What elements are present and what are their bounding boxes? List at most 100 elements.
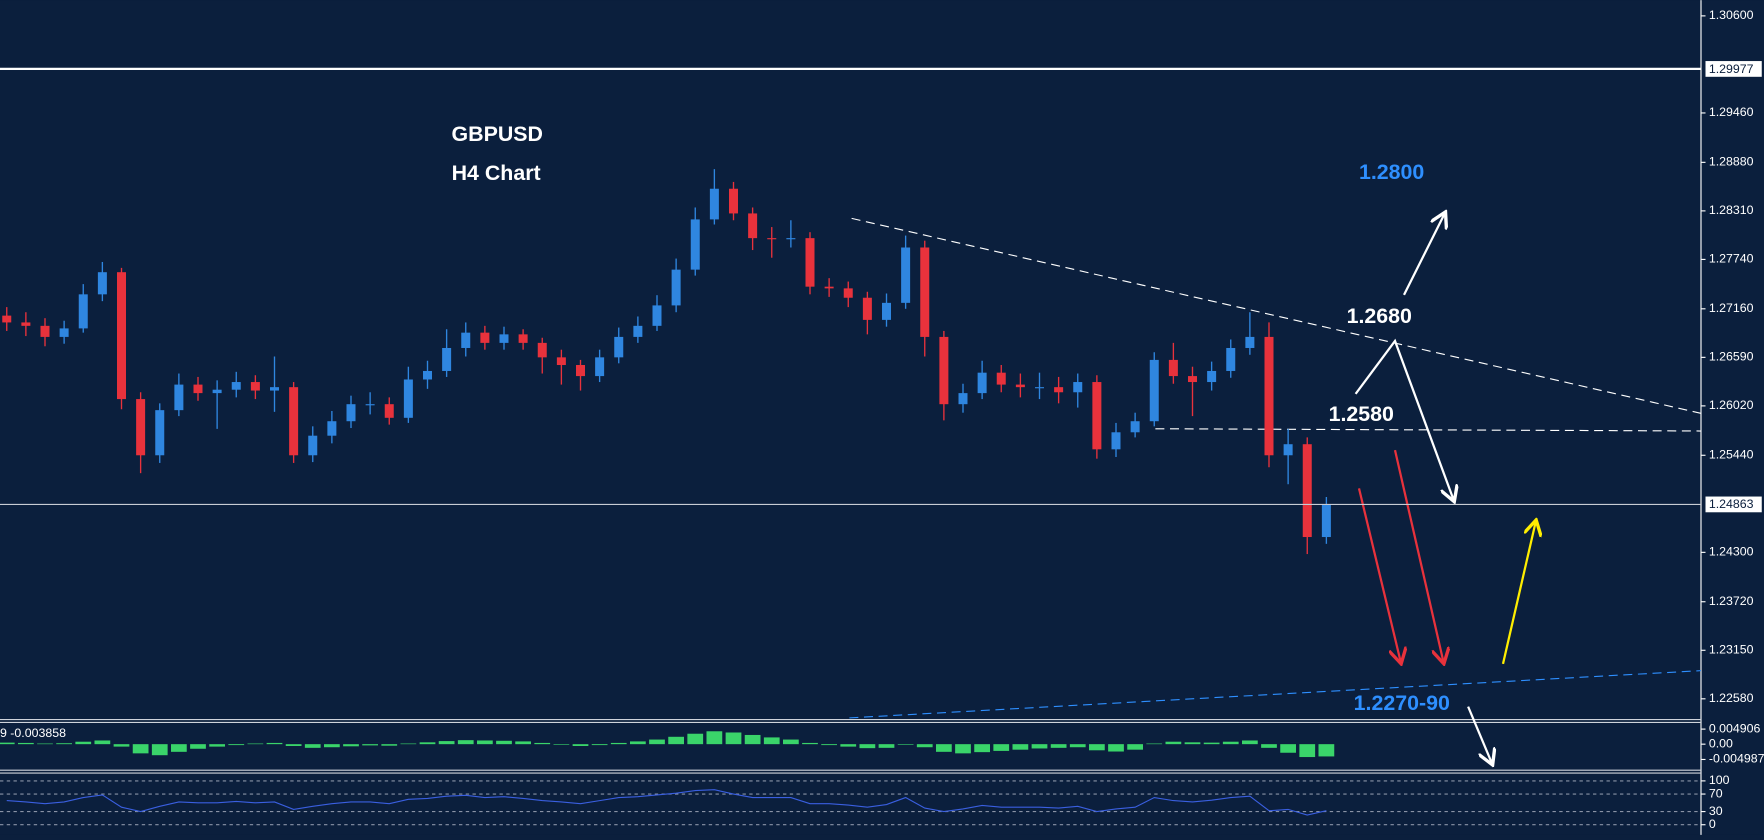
- candle-body: [1168, 359, 1178, 377]
- candle-body: [1188, 376, 1197, 383]
- y-tick-label: 0.00: [1709, 736, 1733, 750]
- candle-body: [576, 365, 585, 377]
- histogram-bar: [75, 741, 92, 745]
- candle-body: [709, 188, 719, 220]
- candle-body: [805, 238, 815, 287]
- histogram-bar: [515, 741, 531, 745]
- histogram-bar: [1069, 744, 1086, 748]
- support-line: [1155, 428, 1702, 432]
- histogram-bar: [1184, 742, 1201, 745]
- candle-body: [939, 336, 949, 405]
- histogram-bar: [362, 744, 378, 746]
- histogram-bar: [610, 742, 627, 745]
- candle-body: [155, 410, 165, 456]
- histogram-bar: [802, 742, 818, 745]
- histogram-bar: [1050, 744, 1067, 748]
- histogram-bar: [763, 737, 780, 745]
- histogram-bar: [37, 743, 53, 745]
- candle-body: [977, 372, 987, 394]
- histogram-bar: [668, 736, 684, 745]
- y-tick-label: 1.23150: [1709, 643, 1754, 657]
- candle-body: [327, 421, 337, 436]
- candle-body: [40, 325, 50, 337]
- histogram-bar: [687, 733, 704, 745]
- histogram-bar: [477, 740, 493, 745]
- histogram-bar: [132, 744, 149, 754]
- arrow: [1467, 706, 1492, 763]
- histogram-bar: [18, 742, 34, 745]
- histogram-bar: [304, 744, 321, 748]
- price-label-box: [1705, 496, 1762, 513]
- chart-subtitle: H4 Chart: [452, 161, 541, 185]
- candle-body: [1264, 336, 1274, 456]
- annotation: 1.2800: [1359, 160, 1424, 184]
- candle-body: [767, 238, 777, 240]
- candle-body: [1054, 387, 1064, 393]
- histogram-bar: [151, 744, 168, 756]
- histogram-bar: [936, 744, 952, 752]
- arrow: [1354, 338, 1454, 500]
- histogram-bar: [993, 744, 1010, 751]
- candle-body: [996, 372, 1006, 385]
- candle-body: [1149, 359, 1159, 422]
- candle-body: [289, 387, 299, 456]
- histogram-bar: [591, 744, 608, 746]
- candle-body: [1073, 382, 1083, 393]
- histogram-bar: [821, 744, 837, 746]
- candle-body: [403, 379, 413, 418]
- indicator-label: 9 -0.003858: [0, 726, 66, 740]
- arrow: [1501, 522, 1536, 665]
- y-tick-label: 1.29460: [1709, 105, 1754, 119]
- histogram-bar: [1031, 744, 1048, 749]
- price-label-box: [1705, 61, 1762, 77]
- candle-body: [920, 247, 930, 337]
- candle-body: [117, 272, 126, 400]
- histogram-bar: [1222, 741, 1239, 745]
- candle-body: [901, 247, 911, 303]
- histogram-bar: [285, 744, 302, 746]
- candle-body: [1226, 347, 1236, 371]
- candle-body: [308, 435, 318, 456]
- candle-body: [78, 294, 88, 329]
- histogram-bar: [1127, 744, 1143, 750]
- histogram-bar: [974, 744, 990, 753]
- candle-body: [690, 219, 700, 270]
- candle-body: [270, 387, 279, 391]
- y-tick-label: 1.27740: [1709, 252, 1754, 266]
- histogram-bar: [247, 743, 264, 745]
- candle-body: [1130, 421, 1140, 433]
- histogram-bar: [457, 740, 474, 745]
- y-tick-label: 1.30600: [1709, 8, 1754, 22]
- histogram-bar: [1299, 744, 1316, 758]
- candle-body: [862, 297, 872, 320]
- histogram-bar: [381, 744, 398, 746]
- candle-body: [2, 315, 12, 323]
- annotation: 1.2680: [1347, 304, 1412, 328]
- histogram-bar: [649, 739, 665, 745]
- histogram-bar: [534, 742, 551, 745]
- histogram-bar: [1203, 742, 1220, 745]
- histogram-bar: [878, 744, 895, 748]
- candle-body: [556, 357, 566, 366]
- candle-body: [595, 357, 605, 377]
- candle-body: [174, 384, 184, 411]
- y-tick-label: 100: [1709, 773, 1730, 787]
- trendline: [849, 670, 1702, 719]
- candle-body: [652, 305, 662, 326]
- candle-body: [633, 325, 643, 337]
- histogram-bar: [496, 740, 512, 745]
- histogram-bar: [572, 744, 589, 746]
- candle-body: [518, 334, 528, 343]
- histogram-bar: [916, 744, 933, 748]
- y-tick-label: 0: [1709, 817, 1716, 831]
- histogram-bar: [955, 744, 971, 754]
- candle-body: [365, 404, 375, 406]
- histogram-bar: [706, 731, 723, 745]
- candle-body: [1245, 336, 1255, 348]
- arrow: [1402, 214, 1445, 296]
- candle-body: [1015, 384, 1025, 388]
- histogram-bar: [1242, 740, 1258, 745]
- candle-body: [346, 404, 356, 422]
- y-tick-label: 1.27160: [1709, 301, 1754, 315]
